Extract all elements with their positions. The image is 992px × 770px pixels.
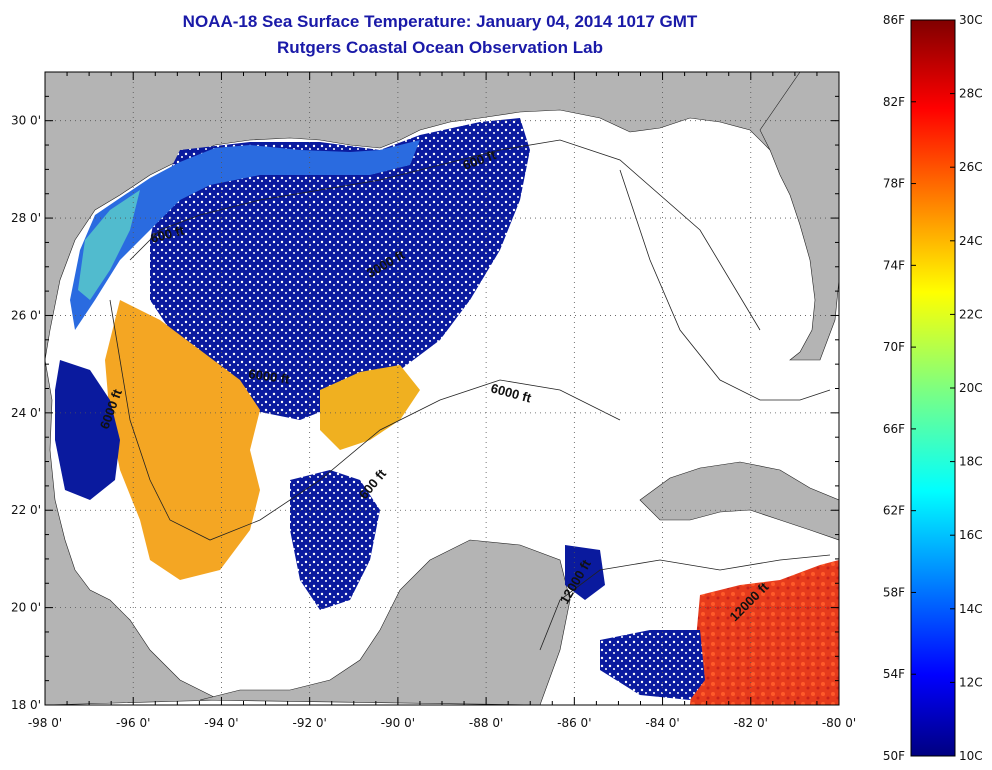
colorbar-c-label: 24C (959, 234, 983, 248)
colorbar-f-label: 62F (883, 504, 905, 518)
y-tick-label: 26 0' (11, 308, 41, 322)
y-tick-label: 18 0' (11, 698, 41, 712)
map-subtitle: Rutgers Coastal Ocean Observation Lab (277, 38, 603, 57)
sst-cold-region (150, 118, 530, 420)
x-tick-label: -82 0' (734, 716, 768, 730)
x-tick-label: -86 0' (557, 716, 591, 730)
x-tick-label: -96 0' (116, 716, 150, 730)
colorbar-f-label: 86F (883, 13, 905, 27)
sst-warm-region (105, 300, 260, 580)
colorbar-f-label: 74F (883, 258, 905, 272)
sst-coastal-cyan (78, 190, 140, 300)
sst-scatter-south (290, 470, 380, 610)
sst-caribbean-cold (600, 630, 705, 700)
colorbar-c-label: 12C (959, 675, 983, 689)
y-tick-label: 20 0' (11, 601, 41, 615)
colorbar-c-label: 14C (959, 602, 983, 616)
colorbar-f-label: 54F (883, 667, 905, 681)
colorbar-c-label: 16C (959, 528, 983, 542)
contour-line-6000ft (109, 299, 621, 541)
x-axis: -98 0' -96 0' -94 0' -92 0' -90 0' -88 0' -86 … (28, 72, 856, 730)
sst-yucatan-channel (565, 545, 605, 600)
y-tick-label: 28 0' (11, 211, 41, 225)
land-florida (759, 72, 839, 361)
sst-caribbean-hot (690, 560, 839, 705)
x-tick-label: -90 0' (381, 716, 415, 730)
colorbar-c-label: 26C (959, 160, 983, 174)
y-tick-label: 24 0' (11, 406, 41, 420)
x-tick-label: -80 0' (822, 716, 856, 730)
colorbar-c-label: 10C (959, 749, 983, 763)
x-tick-label: -84 0' (645, 716, 679, 730)
x-tick-label: -88 0' (469, 716, 503, 730)
y-axis: 30 0' 28 0' 26 0' 24 0' 22 0' 20 0' 18 0' (11, 71, 839, 712)
land-cuba (639, 461, 839, 541)
colorbar-f-label: 82F (883, 95, 905, 109)
sst-west-cold (55, 360, 120, 500)
grid (45, 72, 839, 705)
y-tick-label: 30 0' (11, 114, 41, 128)
sst-coastal-band (70, 140, 420, 330)
colorbar-f-label: 58F (883, 585, 905, 599)
colorbar-f-label: 66F (883, 422, 905, 436)
colorbar-f-label: 78F (883, 177, 905, 191)
contour-line-600ft (129, 139, 761, 331)
colorbar (910, 19, 956, 757)
x-tick-label: -94 0' (204, 716, 238, 730)
contour-line-shelf (619, 169, 831, 401)
colorbar-f-label: 50F (883, 749, 905, 763)
sst-warm-patch (320, 365, 420, 450)
colorbar-celsius-labels: 30C 28C 26C 24C 22C 20C 18C 16C 14C 12C 10C (950, 13, 983, 763)
colorbar-c-label: 18C (959, 455, 983, 469)
contour-line-12000ft (539, 554, 831, 651)
map-title: NOAA-18 Sea Surface Temperature: January… (182, 12, 698, 31)
colorbar-c-label: 28C (959, 87, 983, 101)
colorbar-f-label: 70F (883, 340, 905, 354)
land-mexico-south (199, 539, 571, 705)
colorbar-fahrenheit-labels: 86F 82F 78F 74F 70F 66F 62F 58F 54F 50F (883, 13, 916, 763)
x-tick-label: -98 0' (28, 716, 62, 730)
x-tick-label: -92 0' (292, 716, 326, 730)
colorbar-c-label: 20C (959, 381, 983, 395)
contour-label: 6000 ft (248, 366, 292, 387)
colorbar-c-label: 30C (959, 13, 983, 27)
y-tick-label: 22 0' (11, 503, 41, 517)
colorbar-c-label: 22C (959, 307, 983, 321)
